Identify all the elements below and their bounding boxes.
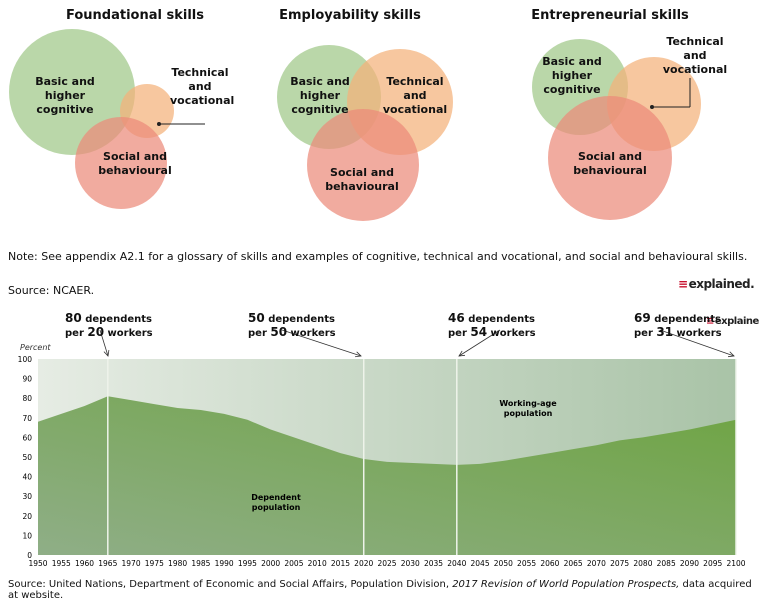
annotation-arrow [99, 329, 109, 357]
x-tick: 1950 [28, 559, 47, 568]
y-tick: 100 [18, 355, 33, 364]
x-tick: 2045 [471, 559, 490, 568]
y-tick: 20 [22, 512, 32, 521]
x-tick: 1955 [52, 559, 71, 568]
y-tick: 70 [22, 414, 32, 423]
x-tick: 1995 [238, 559, 257, 568]
x-tick: 1970 [122, 559, 141, 568]
x-tick: 2055 [517, 559, 536, 568]
y-tick: 50 [22, 453, 32, 462]
x-tick: 1980 [168, 559, 187, 568]
x-tick: 1965 [98, 559, 117, 568]
venn-circle [307, 109, 419, 221]
venn-label: Social and behavioural [325, 166, 399, 193]
explained-logo-small: explained. [706, 316, 759, 327]
explained-logo: explained. [678, 277, 755, 291]
working-age-label: Working-age population [499, 399, 557, 418]
venn-circle [75, 117, 167, 209]
venn-title: Entrepreneurial skills [531, 8, 689, 23]
y-tick: 0 [27, 551, 32, 560]
venn-label: Social and behavioural [573, 150, 647, 177]
venn-label: Technical and vocational [170, 66, 235, 107]
x-tick: 1985 [191, 559, 210, 568]
note-text: Note: See appendix A2.1 for a glossary o… [8, 250, 748, 263]
dependent-area [38, 396, 736, 555]
source-bottom: Source: United Nations, Department of Ec… [8, 579, 759, 601]
source-ncaer: Source: NCAER. [8, 284, 95, 297]
annotation: 69 dependents per 31 workers [634, 311, 722, 339]
x-tick: 2035 [424, 559, 443, 568]
x-tick: 2100 [726, 559, 745, 568]
dependent-label: Dependent population [251, 493, 301, 512]
y-tick: 10 [22, 531, 32, 540]
y-tick: 40 [22, 473, 32, 482]
x-tick: 2080 [633, 559, 652, 568]
x-tick: 2065 [564, 559, 583, 568]
venn-circle [548, 96, 672, 220]
venn-label: Technical and vocational [662, 35, 728, 76]
x-tick: 2050 [494, 559, 513, 568]
y-tick: 80 [22, 394, 32, 403]
x-tick: 2025 [377, 559, 396, 568]
venn-label: Basic and higher cognitive [290, 75, 350, 116]
annotation-arrow [458, 329, 501, 357]
venn-label: Social and behavioural [98, 150, 172, 177]
x-tick: 2010 [308, 559, 327, 568]
x-tick: 2070 [587, 559, 606, 568]
source-part: Source: United Nations, Department of Ec… [8, 579, 453, 590]
y-tick: 90 [22, 375, 32, 384]
x-tick: 2085 [657, 559, 676, 568]
y-axis-label: Percent [20, 343, 51, 352]
venn-title: Employability skills [279, 8, 421, 23]
source-title: 2017 Revision of World Population Prospe… [452, 579, 680, 590]
annotation-arrow [281, 329, 362, 357]
venn-label: Basic and higher cognitive [35, 75, 95, 116]
annotation: 80 dependents per 20 workers [65, 311, 153, 339]
x-tick: 2005 [284, 559, 303, 568]
x-tick: 2060 [540, 559, 559, 568]
x-tick: 2095 [703, 559, 722, 568]
x-tick: 2015 [331, 559, 350, 568]
venn-label: Basic and higher cognitive [542, 55, 602, 96]
x-tick: 2090 [680, 559, 699, 568]
x-tick: 2040 [447, 559, 466, 568]
annotation-arrow [659, 329, 735, 357]
annotation: 50 dependents per 50 workers [248, 311, 336, 339]
x-tick: 1990 [215, 559, 234, 568]
x-tick: 2020 [354, 559, 373, 568]
x-tick: 1975 [145, 559, 164, 568]
annotation: 46 dependents per 54 workers [448, 311, 536, 339]
y-tick: 60 [22, 433, 32, 442]
x-tick: 2075 [610, 559, 629, 568]
venn-svg [9, 29, 701, 221]
venn-title: Foundational skills [66, 8, 204, 23]
x-tick: 1960 [75, 559, 94, 568]
venn-label: Technical and vocational [382, 75, 448, 116]
source-part: data acquired at website. [8, 579, 752, 601]
y-tick: 30 [22, 492, 32, 501]
x-tick: 2000 [261, 559, 280, 568]
x-tick: 2030 [401, 559, 420, 568]
